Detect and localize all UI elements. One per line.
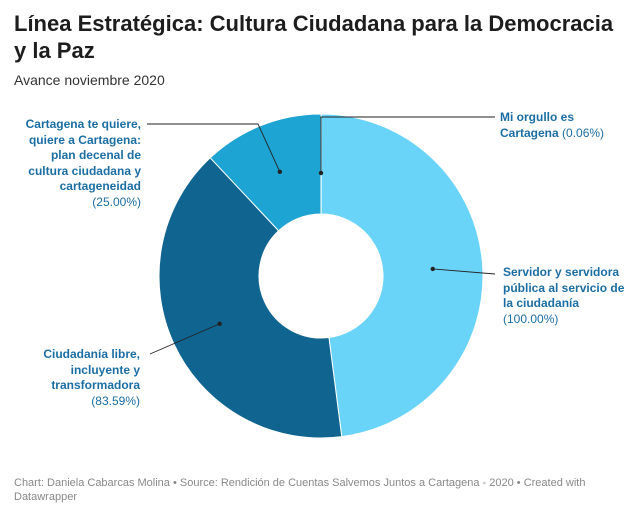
- leader-line: [149, 323, 220, 355]
- chart-footer: Chart: Daniela Cabarcas Molina • Source:…: [14, 477, 586, 503]
- slice-value: (83.59%): [91, 393, 140, 408]
- leader-line: [320, 116, 495, 173]
- leader-dot: [277, 169, 283, 175]
- leader-line: [147, 123, 281, 173]
- slice-value: (100.00%): [503, 311, 559, 326]
- leader-dot: [318, 170, 324, 176]
- slice-value: (25.00%): [92, 194, 141, 209]
- donut-slice: [209, 113, 322, 232]
- leader-dot: [217, 321, 222, 326]
- label-mi-orgullo: Mi orgullo es Cartagena (0.06%): [500, 110, 630, 141]
- chart-title: Línea Estratégica: Cultura Ciudadana par…: [14, 11, 614, 63]
- chart-subtitle: Avance noviembre 2020: [14, 72, 165, 88]
- slice-name: Ciudadanía libre, incluyente y transform…: [43, 347, 140, 392]
- slice-name: Mi orgullo es Cartagena: [500, 110, 575, 140]
- label-cartagena-te-quiere: Cartagena te quiere, quiere a Cartagena:…: [15, 117, 141, 210]
- leader-dot: [430, 266, 435, 272]
- donut-slice: [158, 157, 343, 439]
- donut-slice: [320, 113, 484, 438]
- slice-name: Cartagena te quiere, quiere a Cartagena:…: [25, 117, 141, 193]
- slice-name: Servidor y servidora pública al servicio…: [503, 265, 625, 310]
- label-ciudadania: Ciudadanía libre, incluyente y transform…: [30, 347, 140, 409]
- label-servidor: Servidor y servidora pública al servicio…: [503, 265, 628, 327]
- leader-line: [432, 268, 496, 275]
- slice-value: (0.06%): [562, 125, 605, 140]
